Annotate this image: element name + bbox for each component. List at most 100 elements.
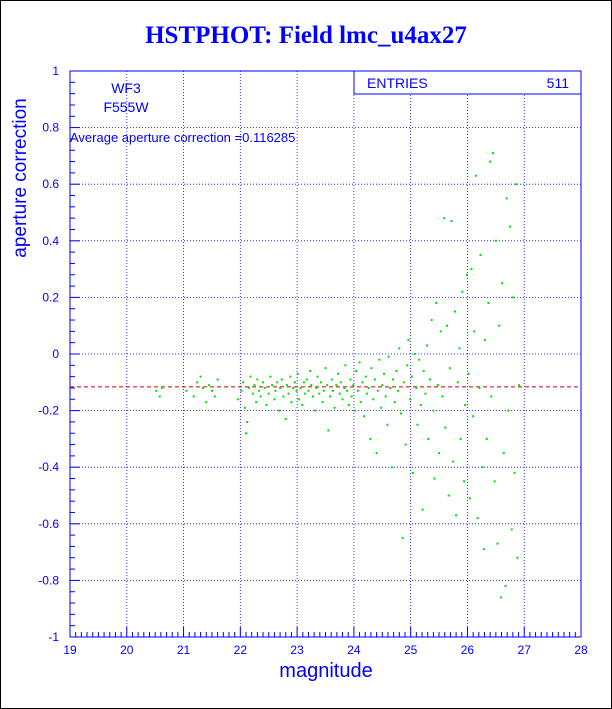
x-tick-label: 26 <box>461 643 475 657</box>
data-point <box>201 386 204 389</box>
data-point <box>432 409 435 412</box>
data-point <box>335 384 338 387</box>
data-point <box>326 384 329 387</box>
data-point <box>389 386 392 389</box>
data-point <box>249 375 252 378</box>
data-point <box>484 338 487 341</box>
data-point <box>160 386 163 389</box>
data-point <box>344 364 347 367</box>
data-point <box>504 585 507 588</box>
data-point <box>474 174 477 177</box>
data-point <box>384 395 387 398</box>
stats-box: ENTRIES 511 <box>353 70 582 95</box>
data-point <box>409 398 412 401</box>
data-point <box>210 389 213 392</box>
data-point <box>284 418 287 421</box>
data-point <box>410 375 413 378</box>
data-point <box>339 381 342 384</box>
data-point <box>282 395 285 398</box>
data-point <box>439 330 442 333</box>
grid-lines <box>70 71 581 637</box>
data-point <box>318 392 321 395</box>
stats-box-frame <box>353 70 582 95</box>
x-tick-label: 19 <box>63 643 77 657</box>
data-point <box>450 219 453 222</box>
data-point <box>302 381 305 384</box>
data-point <box>367 386 370 389</box>
entries-label: ENTRIES <box>367 75 428 91</box>
data-point <box>273 398 276 401</box>
y-tick-label: -0.6 <box>38 517 59 531</box>
data-point <box>452 460 455 463</box>
data-point <box>355 369 358 372</box>
axis-ticks: 19 20 21 22 23 24 25 26 27 28 -1 -0.8 -0.6 -0.4 -0.2 0 0… <box>38 64 588 657</box>
data-point <box>333 406 336 409</box>
data-point <box>309 369 312 372</box>
data-point <box>313 409 316 412</box>
data-point <box>296 372 299 375</box>
data-point <box>459 437 462 440</box>
chart-title: HSTPHOT: Field lmc_u4ax27 <box>145 22 467 49</box>
data-point <box>267 392 270 395</box>
data-point <box>493 480 496 483</box>
data-point <box>329 395 332 398</box>
y-tick-label: 0.8 <box>42 121 59 135</box>
data-point <box>378 358 381 361</box>
data-point <box>402 381 405 384</box>
data-point <box>375 452 378 455</box>
x-tick-label: 20 <box>120 643 134 657</box>
data-point <box>336 372 339 375</box>
data-point <box>455 514 458 517</box>
data-point <box>346 389 349 392</box>
data-point <box>406 364 409 367</box>
data-point <box>299 386 302 389</box>
data-point <box>513 471 516 474</box>
y-tick-label: 0 <box>52 347 59 361</box>
data-point <box>465 273 468 276</box>
data-point <box>343 386 346 389</box>
data-point <box>289 375 292 378</box>
data-point <box>315 386 318 389</box>
y-tick-label: -0.8 <box>38 573 59 587</box>
data-point <box>392 378 395 381</box>
data-point <box>330 378 333 381</box>
data-point <box>158 395 161 398</box>
data-point <box>199 375 202 378</box>
data-point <box>312 395 315 398</box>
data-point <box>285 384 288 387</box>
data-point <box>297 398 300 401</box>
data-point <box>350 395 353 398</box>
data-point <box>498 324 501 327</box>
data-point <box>287 392 290 395</box>
data-point <box>453 310 456 313</box>
data-point <box>185 389 188 392</box>
data-point <box>192 395 195 398</box>
data-point <box>468 497 471 500</box>
data-point <box>470 268 473 271</box>
data-point <box>341 398 344 401</box>
data-point <box>246 420 249 423</box>
data-point <box>398 347 401 350</box>
data-point <box>496 542 499 545</box>
data-point <box>262 381 265 384</box>
data-point <box>447 494 450 497</box>
data-point <box>424 392 427 395</box>
data-point <box>467 372 470 375</box>
data-point <box>373 378 376 381</box>
data-point <box>370 367 373 370</box>
data-point <box>304 392 307 395</box>
data-point <box>421 508 424 511</box>
y-tick-label: 1 <box>52 64 59 78</box>
data-point <box>208 384 211 387</box>
data-point <box>393 401 396 404</box>
data-point <box>271 384 274 387</box>
y-tick-label: 0.4 <box>42 234 59 248</box>
data-point <box>369 437 372 440</box>
data-point <box>242 381 245 384</box>
y-tick-label: -0.4 <box>38 460 59 474</box>
data-point <box>444 426 447 429</box>
data-point <box>354 409 357 412</box>
data-point <box>310 384 313 387</box>
data-point <box>155 389 158 392</box>
data-point <box>433 477 436 480</box>
